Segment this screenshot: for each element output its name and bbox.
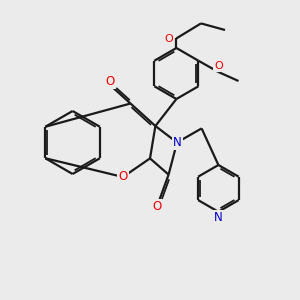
Text: O: O (118, 170, 127, 184)
Text: O: O (152, 200, 161, 213)
Text: N: N (214, 211, 223, 224)
Text: O: O (106, 75, 115, 88)
Text: O: O (164, 34, 173, 44)
Text: O: O (214, 61, 223, 71)
Text: N: N (173, 136, 182, 149)
